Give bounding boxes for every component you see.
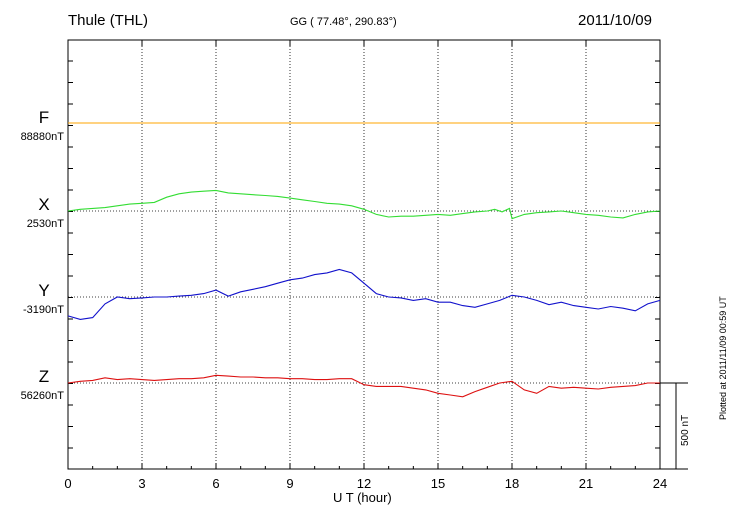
series-name-f: F	[38, 108, 50, 127]
baseline-label-y: -3190nT	[23, 304, 64, 316]
plot-frame	[67, 39, 661, 470]
plotted-timestamp: Plotted at 2011/11/09 00:59 UT	[718, 296, 728, 420]
x-tick-label-0: 0	[64, 476, 71, 491]
series-name-x: X	[38, 195, 50, 214]
x-tick-label-4: 12	[357, 476, 371, 491]
series-line-y	[67, 268, 661, 320]
series-name-z: Z	[38, 367, 50, 386]
baseline-label-f: 88880nT	[20, 131, 64, 143]
x-tick-label-6: 18	[505, 476, 519, 491]
scale-bar-label: 500 nT	[680, 414, 691, 446]
coordinates-label: GG ( 77.48°, 290.83°)	[290, 16, 397, 28]
x-tick-label-1: 3	[138, 476, 145, 491]
x-tick-label-2: 6	[212, 476, 219, 491]
series-line-x	[67, 189, 661, 220]
x-tick-label-8: 24	[653, 476, 667, 491]
baseline-label-z: 56260nT	[20, 390, 64, 402]
series-name-y: Y	[38, 281, 50, 300]
x-tick-label-3: 9	[286, 476, 293, 491]
series-line-z	[67, 374, 660, 398]
station-title: Thule (THL)	[68, 12, 149, 29]
date-label: 2011/10/09	[578, 12, 652, 29]
baseline-label-x: 2530nT	[26, 218, 64, 230]
x-tick-label-5: 15	[431, 476, 445, 491]
x-axis-label: U T (hour)	[333, 490, 392, 505]
x-tick-label-7: 21	[579, 476, 593, 491]
